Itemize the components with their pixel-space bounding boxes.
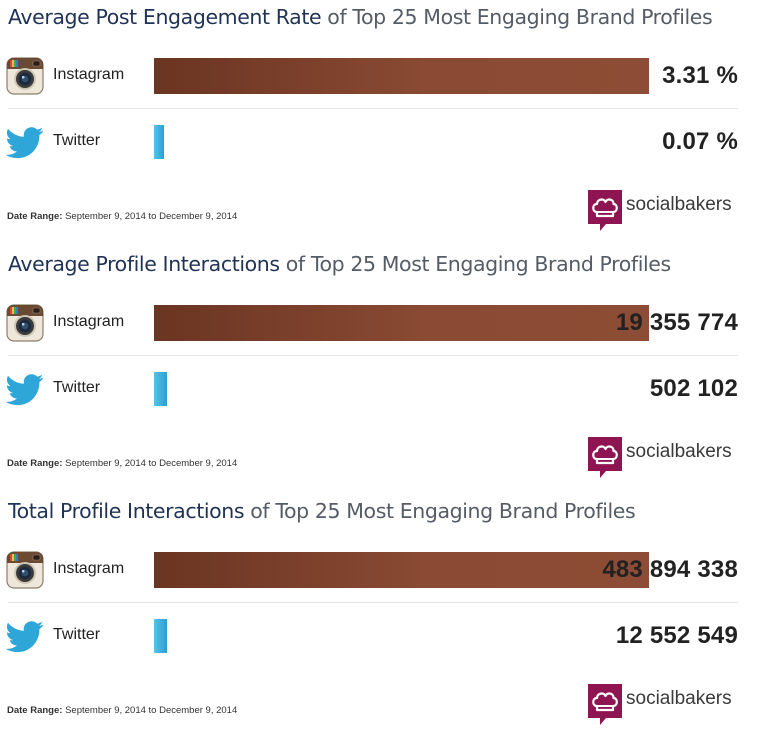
chef-hat-speech-bubble-icon [588, 684, 622, 725]
bar-twitter [154, 125, 164, 159]
instagram-icon [6, 551, 44, 589]
date-range-value: September 9, 2014 to December 9, 2014 [65, 211, 238, 222]
bar-instagram [154, 305, 649, 341]
instagram-icon [6, 304, 44, 342]
bar-label: Instagram [53, 313, 125, 330]
socialbakers-logo: socialbakers [588, 437, 748, 481]
brand-name: socialbakers [626, 688, 732, 709]
date-range-label: Date Range: [7, 705, 63, 716]
bar-twitter [154, 372, 167, 406]
brand-name: socialbakers [626, 194, 732, 215]
twitter-bird-icon [5, 370, 44, 408]
date-range-label: Date Range: [7, 211, 63, 222]
bar-value-label: 3.31 % [662, 62, 738, 89]
chef-hat-speech-bubble-icon [588, 190, 622, 231]
bar-instagram [154, 552, 649, 588]
date-range-label: Date Range: [7, 458, 63, 469]
bar-value-label: 19 355 774 [615, 309, 738, 336]
bar-row-instagram: Instagram 483 894 338 [0, 539, 764, 601]
chart-title-highlight: Average Post Engagement Rate [8, 5, 322, 29]
date-range: Date Range: September 9, 2014 to Decembe… [7, 705, 237, 716]
bar-row-twitter: Twitter 0.07 % [0, 111, 764, 173]
chart-title: Average Profile Interactions of Top 25 M… [8, 252, 671, 276]
chart-title: Total Profile Interactions of Top 25 Mos… [8, 499, 636, 523]
bar-value-label: 483 894 338 [602, 556, 738, 583]
chart-title-highlight: Average Profile Interactions [8, 252, 280, 276]
bar-label: Twitter [53, 132, 101, 149]
twitter-bird-icon [5, 123, 44, 161]
bar-row-instagram: Instagram 19 355 774 [0, 292, 764, 354]
bar-row-instagram: Instagram 3.31 % [0, 45, 764, 107]
row-divider [8, 108, 738, 109]
bar-row-twitter: Twitter 502 102 [0, 358, 764, 420]
brand-name: socialbakers [626, 441, 732, 462]
twitter-bird-icon [5, 617, 44, 655]
instagram-icon [6, 57, 44, 95]
socialbakers-logo: socialbakers [588, 684, 748, 728]
bar-label: Instagram [53, 66, 125, 83]
chart-title: Average Post Engagement Rate of Top 25 M… [8, 5, 713, 29]
date-range-value: September 9, 2014 to December 9, 2014 [65, 705, 238, 716]
chart-panel: Total Profile Interactions of Top 25 Mos… [0, 494, 764, 740]
date-range: Date Range: September 9, 2014 to Decembe… [7, 211, 237, 222]
chart-panel: Average Post Engagement Rate of Top 25 M… [0, 0, 764, 246]
row-divider [8, 355, 738, 356]
date-range: Date Range: September 9, 2014 to Decembe… [7, 458, 237, 469]
chart-title-rest: of Top 25 Most Engaging Brand Profiles [321, 5, 713, 29]
socialbakers-logo: socialbakers [588, 190, 748, 234]
chart-panel: Average Profile Interactions of Top 25 M… [0, 247, 764, 493]
bar-row-twitter: Twitter 12 552 549 [0, 605, 764, 667]
chart-title-highlight: Total Profile Interactions [8, 499, 245, 523]
bar-label: Instagram [53, 560, 125, 577]
bar-label: Twitter [53, 626, 101, 643]
bar-instagram [154, 58, 649, 94]
bar-label: Twitter [53, 379, 101, 396]
bar-value-label: 502 102 [649, 375, 738, 402]
chef-hat-speech-bubble-icon [588, 437, 622, 478]
chart-title-rest: of Top 25 Most Engaging Brand Profiles [279, 252, 671, 276]
bar-value-label: 0.07 % [662, 128, 738, 155]
date-range-value: September 9, 2014 to December 9, 2014 [65, 458, 238, 469]
bar-value-label: 12 552 549 [615, 622, 738, 649]
chart-title-rest: of Top 25 Most Engaging Brand Profiles [244, 499, 636, 523]
bar-twitter [154, 619, 167, 653]
row-divider [8, 602, 738, 603]
